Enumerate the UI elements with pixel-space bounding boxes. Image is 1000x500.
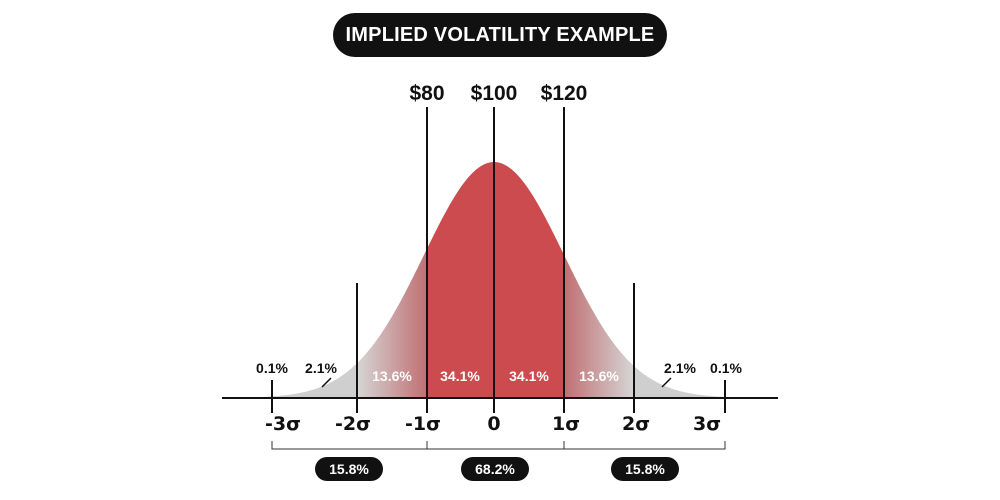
price-label-plus-one: $120	[541, 82, 588, 105]
sigma-label: -1σ	[405, 413, 441, 435]
range-pill-middle-label: 68.2%	[475, 461, 515, 477]
bell-curve-area	[222, 162, 778, 398]
range-bracket-middle	[426, 441, 565, 450]
range-pill-left-label: 15.8%	[329, 461, 369, 477]
price-label-minus-one: $80	[409, 82, 444, 105]
pct-center-left: 34.1%	[440, 368, 480, 384]
pct-center-right: 34.1%	[509, 368, 549, 384]
core-region	[427, 162, 564, 398]
pct-far-right: 0.1%	[710, 360, 742, 376]
range-pill-right: 15.8%	[611, 457, 679, 481]
range-bracket-right	[563, 441, 726, 450]
price-label-center: $100	[471, 82, 518, 105]
range-pill-middle: 68.2%	[461, 457, 529, 481]
title-badge: IMPLIED VOLATILITY EXAMPLE	[333, 13, 667, 57]
sigma-label: -3σ	[265, 413, 301, 435]
right-2-leader	[661, 377, 672, 388]
diagram-title: IMPLIED VOLATILITY EXAMPLE	[345, 23, 655, 46]
band-left-region	[357, 162, 427, 398]
band-right-region	[564, 162, 634, 398]
tail-right-region	[634, 162, 778, 398]
pct-left-1: 13.6%	[372, 368, 412, 384]
sigma-label: 0	[487, 413, 500, 435]
pct-left-2: 2.1%	[305, 360, 337, 376]
sigma-label: 3σ	[693, 413, 721, 435]
sigma-label: 1σ	[552, 413, 580, 435]
range-bracket-left	[271, 441, 428, 450]
tail-left-region	[222, 162, 357, 398]
pct-far-left: 0.1%	[256, 360, 288, 376]
range-pill-left: 15.8%	[315, 457, 383, 481]
range-pill-right-label: 15.8%	[625, 461, 665, 477]
pct-right-2: 2.1%	[664, 360, 696, 376]
sigma-label: -2σ	[335, 413, 371, 435]
sigma-label: 2σ	[622, 413, 650, 435]
left-2-leader	[321, 377, 332, 388]
pct-right-1: 13.6%	[579, 368, 619, 384]
